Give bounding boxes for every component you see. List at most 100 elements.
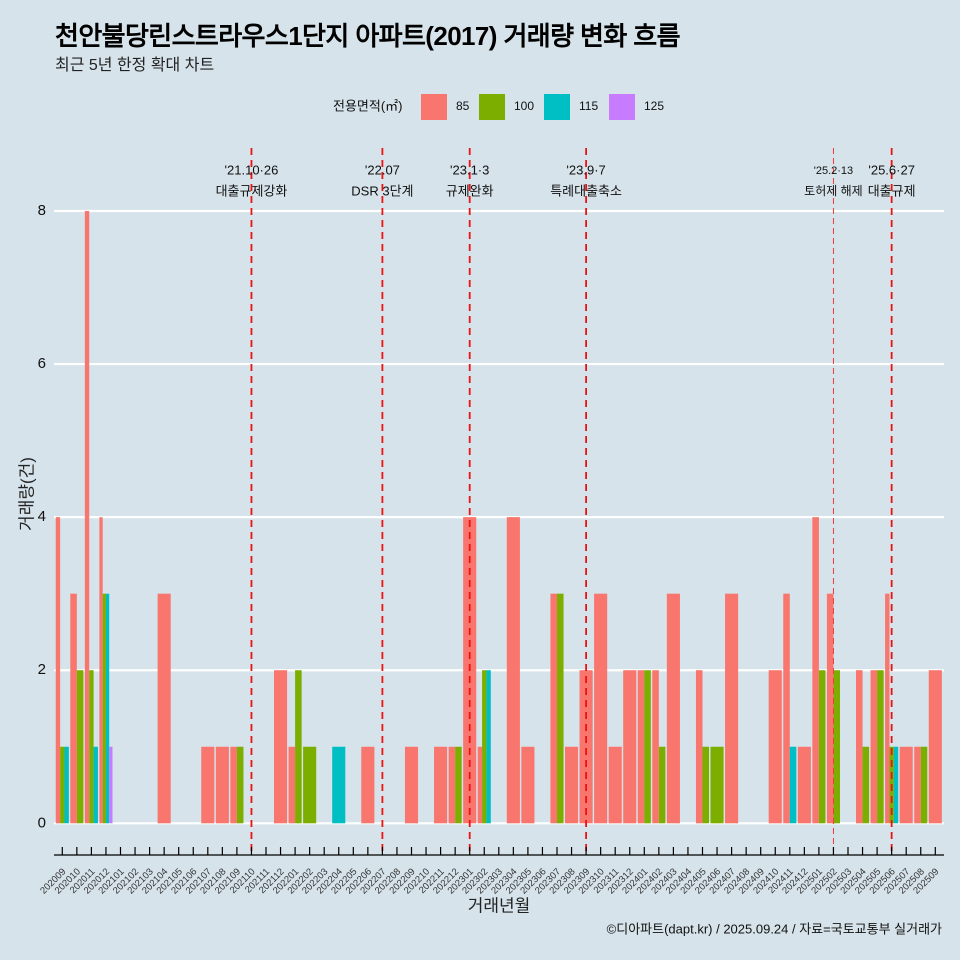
bar-100-202505 [877,670,884,824]
bar-85-202206 [361,746,375,824]
event-date-label: '21.10·26 [225,162,279,177]
bar-85-202405 [695,670,703,824]
bar-100-202302 [482,670,487,824]
bar-85-202307 [550,593,557,824]
event-date-label: '25.6·27 [868,162,915,177]
chart-subtitle: 최근 5년 한정 확대 차트 [55,56,214,74]
gridlines [54,209,944,825]
bar-100-202405 [702,746,710,824]
legend-key-85 [421,94,447,120]
event-annotations: '21.10·26 대출규제강화 '22.07 DSR 3단계 '23.1·3 규제완화 '… [216,148,916,855]
bar-115-202411 [789,746,797,824]
bar-85-202211 [434,746,448,824]
bar-85-202504 [856,670,863,824]
x-axis: 2020092020102020112020122021012021022021… [38,847,944,897]
bar-100-202501 [818,670,826,824]
bar-85-202109 [230,746,237,824]
bar-100-202406 [710,746,724,824]
event-date-label: '22.07 [365,162,400,177]
event-date-label: '25.2·13 [814,165,853,177]
bar-115-202011 [93,746,98,824]
bar-100-202504 [862,746,870,824]
bar-85-202309 [579,670,593,824]
bar-100-202502 [833,670,840,824]
bar-85-202502 [826,593,834,824]
y-tick-label-8: 8 [38,202,46,219]
bar-100-202012 [102,593,106,824]
y-tick-label-6: 6 [38,355,46,372]
bar-85-202403 [666,593,680,824]
event-description-label: 대출규제강화 [216,183,288,198]
bar-85-202401 [637,670,645,824]
event-date-label: '23.1·3 [450,162,489,177]
legend-label-115: 115 [579,99,598,113]
bar-85-202508 [914,746,921,824]
bar-85-202411 [783,593,790,824]
bar-115-202204 [332,746,346,824]
bar-115-202009 [64,746,69,824]
y-tick-label-4: 4 [38,508,46,525]
bar-85-202410 [768,670,782,824]
bar-100-202212 [455,746,462,824]
bar-100-202009 [60,746,65,824]
event-description-label: 토허제 해제 [804,184,863,198]
bar-85-202402 [652,670,659,824]
event-date-label: '23.9·7 [566,162,605,177]
y-tick-label-2: 2 [38,661,46,678]
bar-100-202201 [295,670,302,824]
bar-85-202107 [201,746,215,824]
bar-85-202112 [274,670,288,824]
bar-85-202507 [899,746,913,824]
bar-85-202312 [623,670,637,824]
legend-label-85: 85 [456,99,470,113]
legend-key-125 [609,94,635,120]
bar-85-202509 [928,670,942,824]
chart-title: 천안불당린스트라우스1단지 아파트(2017) 거래량 변화 흐름 [55,21,681,51]
bar-85-202501 [812,517,819,824]
event-description-label: 대출규제 [868,183,916,198]
bar-85-202505 [870,670,878,824]
bar-85-202104 [157,593,171,824]
y-tick-label-0: 0 [38,814,46,831]
bars [55,210,942,824]
bar-115-202302 [486,670,491,824]
bar-85-202310 [594,593,608,824]
bar-85-202305 [521,746,535,824]
chart-caption: ©디아파트(dapt.kr) / 2025.09.24 / 자료=국토교통부 실… [607,921,942,936]
bar-85-202304 [506,517,520,824]
legend: 전용면적(㎡) 85 100 115 125 [333,94,664,120]
bar-85-202407 [725,593,739,824]
bar-85-202201 [288,746,296,824]
y-axis: 0 2 4 6 8 [38,202,46,831]
bar-115-202012 [105,593,110,824]
bar-85-202209 [404,746,419,824]
bar-85-202009 [55,517,61,824]
bar-85-202412 [797,746,811,824]
bar-100-202109 [236,746,244,824]
bar-85-202302 [477,746,483,824]
bar-100-202401 [644,670,651,824]
bar-85-202506 [885,593,890,824]
bar-85-202108 [215,746,229,824]
bar-100-202508 [920,746,928,824]
x-axis-title: 거래년월 [468,896,531,915]
bar-100-202202 [303,746,317,824]
bar-100-202402 [658,746,666,824]
bar-85-202011 [84,210,90,824]
legend-title: 전용면적(㎡) [333,98,403,113]
legend-label-100: 100 [514,99,534,113]
bar-85-202212 [448,746,456,824]
bar-85-202010 [70,593,77,824]
event-description-label: DSR 3단계 [351,183,413,198]
bar-125-202012 [109,746,113,824]
bar-100-202307 [557,593,564,824]
legend-key-100 [479,94,505,120]
event-description-label: 특례대출축소 [550,183,622,198]
bar-100-202011 [89,670,94,824]
bar-85-202311 [608,746,622,824]
y-axis-title: 거래량(건) [17,457,36,531]
bar-115-202506 [893,746,899,824]
bar-85-202308 [565,746,579,824]
